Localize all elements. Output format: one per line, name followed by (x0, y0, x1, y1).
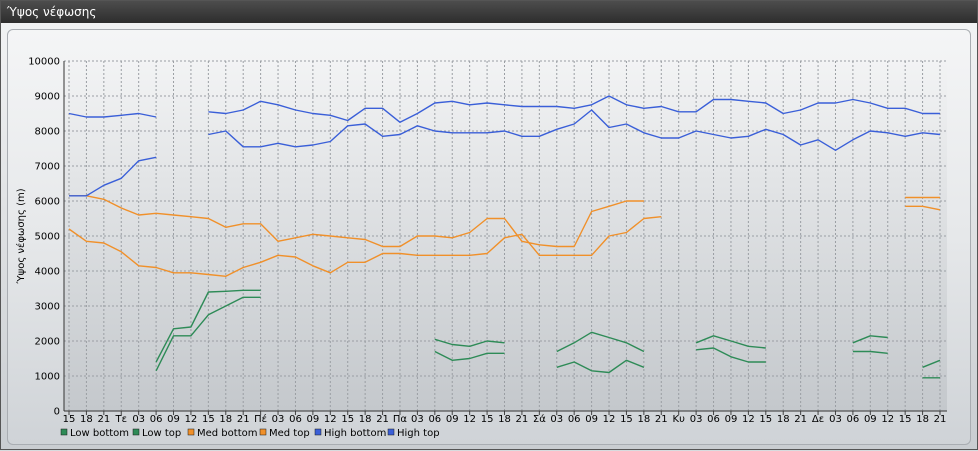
x-tick-label: 03 (132, 414, 145, 425)
x-tick-label: 12 (742, 414, 755, 425)
x-tick-label: 21 (655, 414, 668, 425)
legend-swatch (187, 428, 195, 436)
legend-entry: High top (397, 428, 440, 439)
x-tick-label: 03 (829, 414, 842, 425)
x-tick-label: 12 (603, 414, 616, 425)
series-line-med-bottom (68, 216, 662, 277)
x-tick-label: 18 (80, 414, 93, 425)
x-tick-label: 18 (637, 414, 650, 425)
legend-entry: Low bottom (70, 428, 129, 439)
x-tick-label: 03 (690, 414, 703, 425)
series-line-high-top (68, 112, 157, 118)
x-tick-label: 06 (568, 414, 581, 425)
legend-entry: High bottom (324, 428, 386, 439)
legend-entry: Med top (269, 428, 310, 439)
x-tick-label: 15 (341, 414, 354, 425)
series-line-low-bottom (556, 359, 645, 374)
y-tick-label: 4000 (35, 267, 60, 278)
x-tick-label: Κυ (673, 414, 686, 425)
x-tick-label: Σά (533, 413, 546, 425)
series-line-low-top (852, 335, 888, 344)
series-line-low-bottom (155, 296, 261, 372)
x-tick-label: 21 (794, 414, 807, 425)
x-tick-label: 18 (359, 414, 372, 425)
series-line-low-bottom (434, 350, 505, 361)
x-tick-label: 21 (237, 414, 250, 425)
y-tick-label: 5000 (35, 232, 60, 243)
x-tick-label: 12 (881, 414, 894, 425)
series-line-low-top (922, 359, 941, 368)
x-tick-label: 06 (707, 414, 720, 425)
x-tick-label: 09 (864, 414, 877, 425)
y-tick-label: 7000 (35, 162, 60, 173)
x-tick-label: 12 (324, 414, 337, 425)
y-tick-label: 0 (54, 407, 60, 418)
series-line-low-bottom (852, 350, 888, 354)
series-line-high-bottom (69, 156, 157, 197)
y-axis-label: Ύψος νέφωσης (m) (15, 188, 27, 284)
x-tick-label: 18 (777, 414, 790, 425)
x-tick-label: 21 (516, 414, 529, 425)
x-tick-label: 06 (150, 414, 163, 425)
legend-entry: Low top (142, 428, 181, 439)
x-tick-label: 15 (759, 414, 772, 425)
y-tick-label: 8000 (35, 127, 60, 138)
legend-entry: Med bottom (197, 428, 257, 439)
x-tick-label: 03 (411, 414, 424, 425)
x-tick-label: 21 (376, 414, 389, 425)
x-tick-label: 09 (725, 414, 738, 425)
series-line-low-top (695, 335, 766, 349)
legend-swatch (314, 428, 322, 436)
x-tick-label: Τε (115, 414, 128, 425)
legend-swatch (259, 428, 267, 436)
legend-swatch (60, 428, 68, 436)
x-tick-label: 15 (202, 414, 215, 425)
x-tick-label: 18 (498, 414, 511, 425)
x-tick-label: 21 (934, 414, 947, 425)
series-line-med-top (69, 195, 644, 248)
x-tick-label: 06 (847, 414, 860, 425)
x-tick-label: 03 (550, 414, 563, 425)
series-line-low-bottom (696, 347, 766, 363)
legend-swatch (132, 428, 140, 436)
x-tick-label: 09 (307, 414, 320, 425)
x-tick-label: 06 (428, 414, 441, 425)
x-tick-label: 18 (219, 414, 232, 425)
x-tick-label: 15 (899, 414, 912, 425)
x-tick-label: 21 (97, 414, 110, 425)
series-line-med-bottom (905, 205, 941, 211)
series-line-high-top (208, 95, 940, 124)
y-tick-label: 3000 (35, 302, 60, 313)
x-tick-label: Πέ (254, 413, 267, 425)
x-tick-label: 15 (63, 414, 76, 425)
x-tick-label: 09 (446, 414, 459, 425)
window-title: Ύψος νέφωσης (1, 1, 977, 23)
legend-swatch (387, 428, 395, 436)
series-line-low-top (155, 289, 261, 363)
x-tick-label: 15 (620, 414, 633, 425)
x-tick-label: 03 (272, 414, 285, 425)
x-tick-label: 09 (167, 414, 180, 425)
x-tick-label: 12 (185, 414, 198, 425)
y-tick-label: 2000 (35, 337, 60, 348)
x-tick-label: Δε (812, 414, 824, 425)
x-tick-label: 15 (481, 414, 494, 425)
series-line-high-bottom (208, 109, 941, 152)
y-tick-label: 6000 (35, 197, 60, 208)
series-line-low-top (434, 338, 505, 347)
x-tick-label: 18 (916, 414, 929, 425)
x-tick-label: 12 (463, 414, 476, 425)
y-tick-label: 9000 (35, 92, 60, 103)
x-tick-label: Πα (393, 414, 408, 425)
series-line-low-top (556, 331, 645, 353)
x-tick-label: 06 (289, 414, 302, 425)
x-tick-label: 09 (585, 414, 598, 425)
y-tick-label: 10000 (28, 57, 60, 68)
y-tick-label: 1000 (35, 372, 60, 383)
